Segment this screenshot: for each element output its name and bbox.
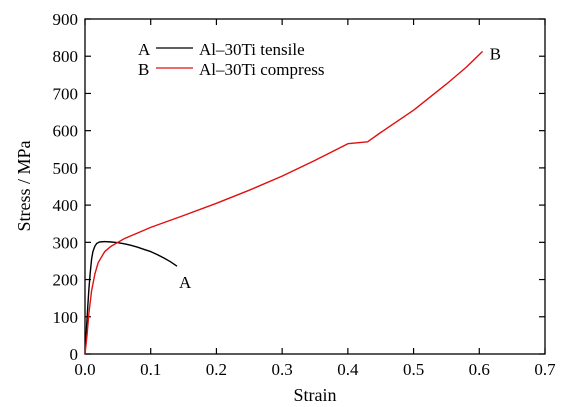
plot-frame (84, 18, 546, 355)
series-line-b (84, 50, 484, 355)
curve-end-label-a: A (179, 273, 192, 292)
y-tick-label: 200 (53, 271, 79, 290)
y-tick-label: 400 (53, 196, 79, 215)
y-tick-label: 100 (53, 308, 79, 327)
x-tick-label: 0.6 (469, 360, 490, 379)
curve-end-labels: AB (179, 44, 501, 292)
y-tick-label: 900 (53, 10, 79, 29)
x-tick-label: 0.4 (337, 360, 359, 379)
x-tick-label: 0.5 (403, 360, 424, 379)
x-tick-label: 0.0 (74, 360, 95, 379)
y-tick-label: 500 (53, 159, 79, 178)
x-tick-label: 0.2 (206, 360, 227, 379)
y-axis-title: Stress / MPa (14, 140, 34, 231)
axis-ticks (84, 18, 546, 355)
legend: A Al–30Ti tensile B Al–30Ti compress (138, 40, 324, 79)
curve-end-label-b: B (490, 44, 501, 63)
y-tick-label: 300 (53, 233, 79, 252)
y-tick-label: 600 (53, 122, 79, 141)
x-axis-title: Strain (294, 385, 337, 405)
y-tick-label: 700 (53, 84, 79, 103)
y-tick-label: 800 (53, 47, 79, 66)
y-tick-label: 0 (70, 345, 79, 364)
x-tick-label: 0.7 (534, 360, 556, 379)
legend-label-a: Al–30Ti tensile (199, 40, 305, 59)
legend-key-b: B (138, 60, 149, 79)
legend-key-a: A (138, 40, 151, 59)
x-tick-label: 0.1 (140, 360, 161, 379)
series-line-a (84, 240, 178, 355)
axis-tick-labels: 0.0 0.1 0.2 0.3 0.4 0.5 0.6 0.7 0 100 200 300 400 500… (53, 10, 557, 379)
legend-label-b: Al–30Ti compress (199, 60, 324, 79)
data-curves (84, 50, 484, 355)
x-tick-label: 0.3 (272, 360, 293, 379)
